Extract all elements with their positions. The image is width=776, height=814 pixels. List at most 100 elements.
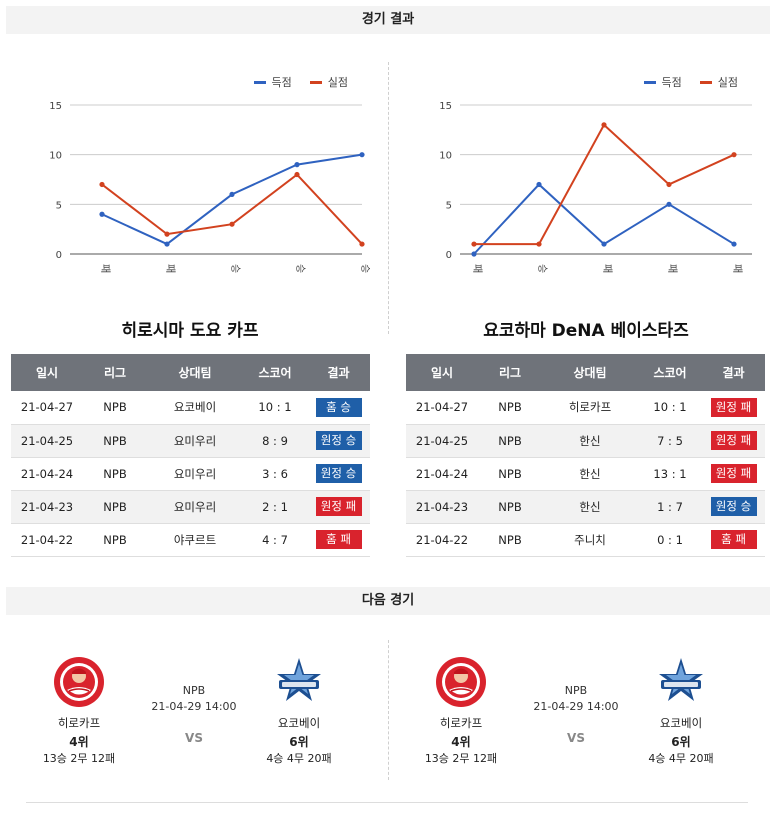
cell-opponent: 히로카프 <box>542 391 638 425</box>
column-header: 리그 <box>83 354 147 391</box>
cell-result: 홈 패 <box>307 523 370 557</box>
legend-scored-label: 득점 <box>271 76 292 89</box>
cell-opponent: 요미우리 <box>147 457 243 491</box>
cell-league: NPB <box>478 424 542 458</box>
cell-league: NPB <box>478 457 542 491</box>
home-team[interactable]: 히로카프 4위 13승 2무 12패 <box>406 656 516 766</box>
team-rank: 6위 <box>289 735 309 749</box>
data-point <box>99 181 105 188</box>
data-point <box>164 231 170 237</box>
table-row: 21-04-27 NPB 히로카프 10 : 1 원정 패 <box>406 391 765 425</box>
cell-result: 원정 승 <box>307 457 370 491</box>
cell-date: 21-04-24 <box>406 457 478 491</box>
x-tick-label: 승 <box>359 264 370 273</box>
column-header: 스코어 <box>638 354 702 391</box>
next-games-section-title: 다음 경기 <box>6 587 770 615</box>
next-game-card[interactable]: 히로카프 4위 13승 2무 12패 NPB 21-04-29 14:00 VS… <box>406 656 746 776</box>
team2-title: 요코하마 DeNA 베이스타즈 <box>483 321 689 341</box>
result-badge: 원정 패 <box>710 431 757 450</box>
table-row: 21-04-23 NPB 요미우리 2 : 1 원정 패 <box>11 490 370 524</box>
next-game-card[interactable]: 히로카프 4위 13승 2무 12패 NPB 21-04-29 14:00 VS… <box>24 656 364 776</box>
cell-result: 원정 승 <box>307 424 370 458</box>
cell-league: NPB <box>478 391 542 425</box>
result-badge: 원정 승 <box>315 431 362 450</box>
cell-score: 8 : 9 <box>243 424 307 458</box>
cell-date: 21-04-27 <box>406 391 478 425</box>
legend-allowed-label: 실점 <box>327 76 348 89</box>
team-record: 4승 4무 20패 <box>648 752 714 765</box>
data-point <box>294 171 300 178</box>
legend-allowed: 실점 <box>699 74 738 90</box>
home-team[interactable]: 히로카프 4위 13승 2무 12패 <box>24 656 134 766</box>
team-rank: 4위 <box>69 735 89 749</box>
legend-scored: 득점 <box>253 74 292 90</box>
data-point <box>601 241 607 247</box>
table-header-row: 일시 리그 상대팀 스코어 결과 <box>406 354 765 391</box>
away-team[interactable]: 요코베이 6위 4승 4무 20패 <box>626 656 736 766</box>
column-header: 일시 <box>11 354 83 391</box>
team-record: 13승 2무 12패 <box>424 752 498 765</box>
cell-opponent: 요미우리 <box>147 424 243 458</box>
team-name: 히로카프 <box>439 716 483 730</box>
data-point <box>536 181 542 188</box>
table-row: 21-04-23 NPB 한신 1 : 7 원정 승 <box>406 490 765 524</box>
cell-league: NPB <box>478 523 542 557</box>
cell-league: NPB <box>83 523 147 557</box>
baystars-logo-icon <box>659 658 703 701</box>
cell-league: NPB <box>83 391 147 425</box>
cell-opponent: 한신 <box>542 424 638 458</box>
cell-result: 원정 승 <box>702 490 765 524</box>
legend-allowed-label: 실점 <box>717 76 738 89</box>
data-point <box>359 152 365 158</box>
team2-results-table: 일시 리그 상대팀 스코어 결과 21-04-27 NPB 히로카프 10 : 1 원정 패 21… <box>406 354 765 557</box>
x-tick-label: 승 <box>294 264 306 273</box>
carp-logo-icon <box>54 657 104 707</box>
away-team[interactable]: 요코베이 6위 4승 4무 20패 <box>244 656 354 766</box>
cell-date: 21-04-23 <box>11 490 83 524</box>
table-row: 21-04-27 NPB 요코베이 10 : 1 홈 승 <box>11 391 370 425</box>
column-header: 상대팀 <box>542 354 638 391</box>
result-badge: 원정 패 <box>315 497 362 516</box>
result-badge: 홈 패 <box>710 530 757 549</box>
x-tick-label: 패 <box>601 264 613 273</box>
chart-legend: 득점 실점 <box>643 74 738 90</box>
y-tick-label: 5 <box>56 200 62 211</box>
result-badge: 홈 패 <box>315 530 362 549</box>
team-name: 요코베이 <box>659 716 703 730</box>
baystars-logo-icon <box>277 658 321 701</box>
team-name: 히로카프 <box>57 716 101 730</box>
cell-score: 1 : 7 <box>638 490 702 524</box>
data-point <box>229 191 235 197</box>
cell-date: 21-04-22 <box>11 523 83 557</box>
x-tick-label: 패 <box>731 264 743 273</box>
vs-label: VS <box>567 731 585 745</box>
cell-result: 원정 패 <box>702 457 765 491</box>
table-row: 21-04-24 NPB 요미우리 3 : 6 원정 승 <box>11 457 370 491</box>
game-league: NPB <box>564 684 588 697</box>
data-point <box>536 241 542 247</box>
table-row: 21-04-22 NPB 야쿠르트 4 : 7 홈 패 <box>11 523 370 557</box>
data-point <box>359 241 365 247</box>
cell-date: 21-04-24 <box>11 457 83 491</box>
x-tick-label: 승 <box>536 264 548 273</box>
x-tick-label: 패 <box>164 264 176 273</box>
cell-opponent: 요코베이 <box>147 391 243 425</box>
result-badge: 원정 패 <box>710 397 757 417</box>
data-point <box>731 241 737 247</box>
data-point <box>99 211 105 217</box>
cell-league: NPB <box>478 490 542 524</box>
data-point <box>471 251 477 257</box>
cell-league: NPB <box>83 490 147 524</box>
data-point <box>601 122 607 128</box>
series-line-1 <box>474 123 735 246</box>
game-info: NPB 21-04-29 14:00 <box>516 684 636 713</box>
y-tick-label: 5 <box>446 200 452 211</box>
cell-date: 21-04-27 <box>11 391 83 425</box>
cell-league: NPB <box>83 424 147 458</box>
team-record: 13승 2무 12패 <box>42 752 116 765</box>
data-point <box>294 162 300 168</box>
table-row: 21-04-22 NPB 주니치 0 : 1 홈 패 <box>406 523 765 557</box>
data-point <box>731 152 737 158</box>
vs-label: VS <box>185 731 203 745</box>
